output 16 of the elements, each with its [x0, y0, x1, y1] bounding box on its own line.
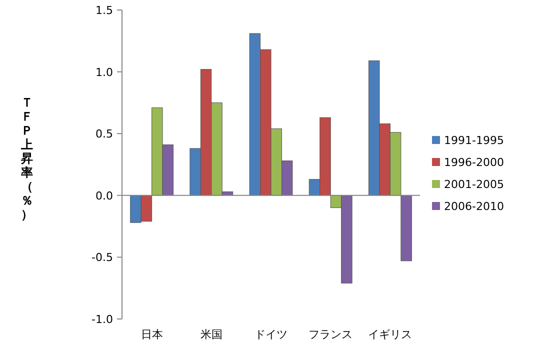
legend-label: 2001-2005 — [444, 178, 504, 191]
legend-label: 1996-2000 — [444, 156, 504, 169]
y-tick-label: -1.0 — [92, 313, 113, 326]
x-tick-label: 米国 — [200, 328, 222, 341]
x-tick-label: イギリス — [368, 328, 412, 341]
y-tick-label: 1.0 — [96, 66, 113, 79]
text: ＴＦＰ上昇率（％） — [21, 96, 33, 222]
y-tick-label: 0.0 — [96, 189, 113, 202]
y-tick-label: 0.5 — [96, 128, 113, 141]
legend-label: 2006-2010 — [444, 200, 504, 213]
y-tick-label: -0.5 — [92, 251, 113, 264]
x-tick-label: フランス — [308, 328, 353, 341]
y-tick-label: 1.5 — [96, 4, 113, 17]
x-tick-label: ドイツ — [254, 328, 288, 341]
x-tick-label: 日本 — [140, 328, 163, 341]
legend-label: 1991-1995 — [444, 134, 504, 147]
